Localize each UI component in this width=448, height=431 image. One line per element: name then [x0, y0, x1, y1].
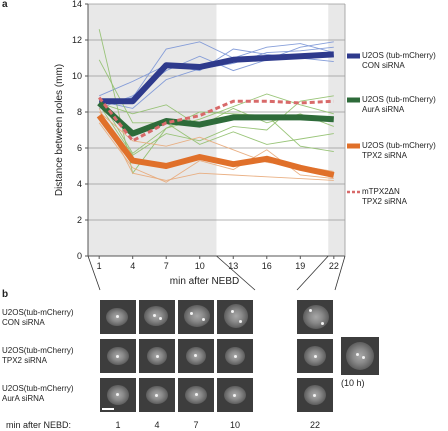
zoom-connector-0 [87, 255, 101, 291]
micrograph-tpx2-10 [217, 339, 253, 373]
panel-b-label: b [2, 289, 9, 300]
time-label-10: 10 [229, 420, 240, 430]
zoom-connector-3 [334, 255, 346, 291]
micrograph-tpx2-22 [297, 339, 333, 373]
time-label-7: 7 [193, 420, 199, 430]
micrograph-aura-1 [100, 378, 136, 412]
legend-label-3-1: TPX2 siRNA [362, 197, 408, 206]
trace-line-8 [98, 97, 334, 155]
zoom-connector-2 [296, 255, 329, 291]
legend-label-0-0: U2OS (tub-mCherry) [362, 51, 436, 60]
micrograph-aura-22 [297, 378, 333, 412]
micrograph-con-7 [178, 300, 214, 334]
time-label-22: 22 [309, 420, 320, 430]
x-tick-label-1: 4 [130, 261, 135, 271]
legend-label-2-0: U2OS (tub-mCherry) [362, 141, 436, 150]
y-tick-label-3: 6 [77, 143, 82, 153]
legend-label-1-1: AurA siRNA [362, 105, 405, 114]
y-tick-label-6: 12 [72, 35, 82, 45]
zoom-connector-1 [216, 255, 256, 291]
scale-bar [102, 408, 114, 410]
x-tick-label-4: 13 [228, 261, 238, 271]
series-line-1 [97, 100, 334, 137]
time-axis-label: min after NEBD: [6, 420, 72, 430]
legend-label-3-0: mTPX2ΔN [362, 187, 400, 196]
x-axis-title: min after NEBD [170, 276, 239, 287]
micrograph-tpx2-7 [178, 339, 214, 373]
time-label-4: 4 [154, 420, 160, 430]
y-tick-label-0: 0 [77, 251, 82, 261]
row-label-aura: U2OS(tub-mCherry) AurA siRNA [2, 384, 74, 403]
y-tick-label-7: 14 [72, 0, 82, 9]
y-tick-label-2: 4 [77, 179, 82, 189]
trace-line-0 [99, 41, 334, 106]
time-label-1: 1 [115, 420, 121, 430]
ten-hour-label: (10 h) [341, 378, 365, 388]
trace-line-7 [98, 59, 334, 145]
legend-label-0-1: CON siRNA [362, 61, 405, 70]
x-tick-label-7: 22 [329, 261, 339, 271]
x-tick-label-3: 10 [195, 261, 205, 271]
micrograph-con-10 [217, 300, 253, 334]
series-line-2 [96, 113, 335, 178]
row-label-con: U2OS(tub-mCherry) CON siRNA [2, 308, 74, 327]
legend-label-1-0: U2OS (tub-mCherry) [362, 95, 436, 104]
legend-label-2-1: TPX2 siRNA [362, 151, 408, 160]
row-label-tpx2: U2OS(tub-mCherry) TPX2 siRNA [2, 346, 74, 365]
x-tick-label-5: 16 [262, 261, 272, 271]
micrograph-tpx2-4 [139, 339, 175, 373]
micrograph-tpx2-1 [100, 339, 136, 373]
y-axis-title: Distance between poles (mm) [54, 64, 65, 196]
micrograph-aura-7 [178, 378, 214, 412]
micrograph-con-1 [100, 300, 136, 334]
y-tick-label-1: 2 [77, 215, 82, 225]
y-tick-label-5: 10 [72, 71, 82, 81]
x-tick-label-2: 7 [164, 261, 169, 271]
x-tick-label-6: 19 [295, 261, 305, 271]
series-line-3 [98, 96, 334, 143]
trace-line-6 [98, 95, 334, 156]
y-tick-label-4: 8 [77, 107, 82, 117]
micrograph-con-4 [139, 300, 175, 334]
series-line-0 [99, 51, 334, 105]
micrograph-tpx2-10h [341, 337, 379, 375]
micrograph-aura-10 [217, 378, 253, 412]
micrograph-con-22 [297, 300, 333, 334]
panel-a-label: a [2, 0, 8, 10]
micrograph-aura-4 [139, 378, 175, 412]
trace-line-11 [98, 122, 334, 183]
shaded-range-1 [328, 4, 345, 256]
trace-line-9 [98, 108, 334, 181]
x-tick-label-0: 1 [97, 261, 102, 271]
